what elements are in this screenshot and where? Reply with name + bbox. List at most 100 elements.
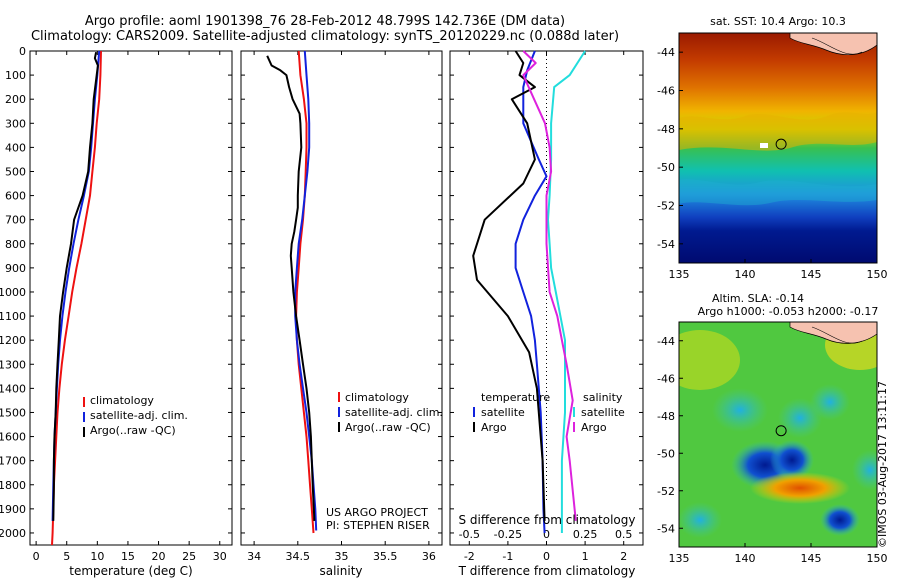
lon-tick-label: 145 — [801, 552, 822, 565]
sla-feature — [778, 398, 822, 438]
sla-feature — [679, 502, 722, 538]
lat-tick-label: -48 — [657, 410, 675, 423]
x-tick-label: 0 — [33, 550, 40, 563]
temperature-panel-frame — [29, 50, 233, 546]
s-tick-label: 0.5 — [615, 528, 633, 541]
project-label: US ARGO PROJECT — [326, 506, 428, 519]
temperature-series-line — [52, 52, 99, 521]
s-tick-label: -0.5 — [459, 528, 480, 541]
depth-tick-label: 1200 — [0, 334, 26, 347]
sla-map: Altim. SLA: -0.14 Argo h1000: -0.053 h20… — [657, 292, 888, 565]
depth-tick-label: 2000 — [0, 527, 26, 540]
land-tasmania — [789, 322, 877, 344]
x-tick-label: 34 — [247, 550, 261, 563]
argo-position-marker — [775, 138, 787, 150]
bathymetry-contour — [811, 326, 863, 344]
depth-tick-label: 1000 — [0, 286, 26, 299]
x-tick-label: 15 — [121, 550, 135, 563]
lat-tick-label: -52 — [657, 485, 675, 498]
depth-tick-label: 1100 — [0, 310, 26, 323]
legend-temperature-argo: Argo — [481, 421, 507, 434]
depth-tick-label: 1400 — [0, 382, 26, 395]
legend-climatology: climatology — [90, 394, 154, 407]
lat-tick-label: -54 — [657, 238, 675, 251]
sla-map-subtitle: Argo h1000: -0.053 h2000: -0.17 — [698, 305, 879, 318]
lon-tick-label: 140 — [735, 268, 756, 281]
depth-tick-label: 900 — [5, 262, 26, 275]
sst-cool-band — [679, 179, 877, 206]
sla-map-title: Altim. SLA: -0.14 — [712, 292, 804, 305]
legend-header-temperature: temperature — [481, 391, 550, 404]
sla-feature — [820, 504, 860, 536]
s-tick-label: -0.25 — [494, 528, 522, 541]
x-tick-label: 20 — [152, 550, 166, 563]
depth-tick-label: 500 — [5, 165, 26, 178]
sla-feature — [679, 330, 740, 390]
sla-feature — [852, 450, 877, 490]
s-tick-label: 0 — [543, 528, 550, 541]
temperature-profile-chart: 0 5 10 15 20 25 30 — [33, 50, 227, 563]
legend-argo: Argo(..raw -QC) — [345, 421, 431, 434]
legend-salinity-argo: Argo — [581, 421, 607, 434]
sla-map-frame — [678, 321, 878, 548]
t-tick-label: 2 — [620, 550, 627, 563]
s-difference-axis-label: S difference from climatology — [459, 513, 636, 527]
x-tick-label: 36 — [422, 550, 436, 563]
depth-tick-label: 100 — [5, 69, 26, 82]
bathymetry-contour — [811, 37, 863, 55]
figure-title-line-2: Climatology: CARS2009. Satellite-adjuste… — [30, 29, 620, 44]
sst-map-frame — [678, 32, 878, 264]
lon-tick-label: 150 — [867, 268, 888, 281]
sla-feature — [712, 388, 768, 432]
depth-tick-label: 400 — [5, 141, 26, 154]
lon-tick-label: 150 — [867, 552, 888, 565]
depth-axis: 0 100 200 300 400 500 600 700 800 900 1000 1100 1200… — [0, 45, 643, 540]
lat-tick-label: -46 — [657, 372, 675, 385]
sst-warm-band — [679, 112, 877, 151]
t-tick-label: 1 — [582, 550, 589, 563]
depth-tick-label: 0 — [19, 45, 26, 58]
salinity-series-line — [295, 50, 315, 534]
temperature-difference-line — [514, 50, 548, 534]
t-tick-label: -1 — [502, 550, 513, 563]
legend-satellite-adj-clim: satellite-adj. clim. — [345, 406, 443, 419]
legend-temperature-satellite: satellite — [481, 406, 525, 419]
temperature-difference-line — [472, 50, 546, 521]
figure-title-line-1: Argo profile: aoml 1901398_76 28-Feb-201… — [84, 14, 566, 29]
salinity-panel-frame — [240, 50, 443, 546]
x-tick-label: 30 — [213, 550, 227, 563]
sst-map: sat. SST: 10.4 Argo: 10.3 135 140 145 150 -4… — [657, 15, 887, 281]
salinity-series-line — [266, 55, 316, 521]
sla-feature — [750, 472, 850, 504]
lon-tick-label: 145 — [801, 268, 822, 281]
lat-tick-label: -50 — [657, 161, 675, 174]
lat-tick-label: -48 — [657, 123, 675, 136]
x-tick-label: 34.5 — [286, 550, 311, 563]
depth-tick-label: 1800 — [0, 479, 26, 492]
legend-argo: Argo(..raw -QC) — [90, 424, 176, 437]
depth-tick-label: 600 — [5, 190, 26, 203]
sla-feature — [810, 384, 850, 420]
lat-tick-label: -52 — [657, 200, 675, 213]
depth-tick-label: 1700 — [0, 455, 26, 468]
salinity-legend: climatology satellite-adj. clim. Argo(..… — [338, 391, 443, 434]
t-difference-axis-label: T difference from climatology — [458, 564, 636, 578]
depth-tick-label: 1300 — [0, 358, 26, 371]
depth-tick-label: 200 — [5, 93, 26, 106]
difference-legend: temperature salinity satellite Argo sate… — [473, 391, 625, 434]
temperature-legend: climatology satellite-adj. clim. Argo(..… — [83, 394, 188, 437]
argo-position-marker — [775, 425, 787, 437]
difference-profile-chart: -2 -1 0 1 2 -0.5 -0.25 0 0.25 0.5 — [459, 50, 633, 563]
legend-salinity-satellite: satellite — [581, 406, 625, 419]
lon-tick-label: 135 — [669, 552, 690, 565]
salinity-difference-line — [547, 50, 586, 533]
lat-tick-label: -44 — [657, 46, 675, 59]
lat-tick-label: -50 — [657, 447, 675, 460]
depth-tick-label: 1600 — [0, 431, 26, 444]
depth-tick-label: 300 — [5, 117, 26, 130]
salinity-axis-label: salinity — [319, 564, 362, 578]
legend-climatology: climatology — [345, 391, 409, 404]
salinity-profile-chart: 34 34.5 35 35.5 36 — [247, 50, 436, 563]
legend-header-salinity: salinity — [583, 391, 623, 404]
